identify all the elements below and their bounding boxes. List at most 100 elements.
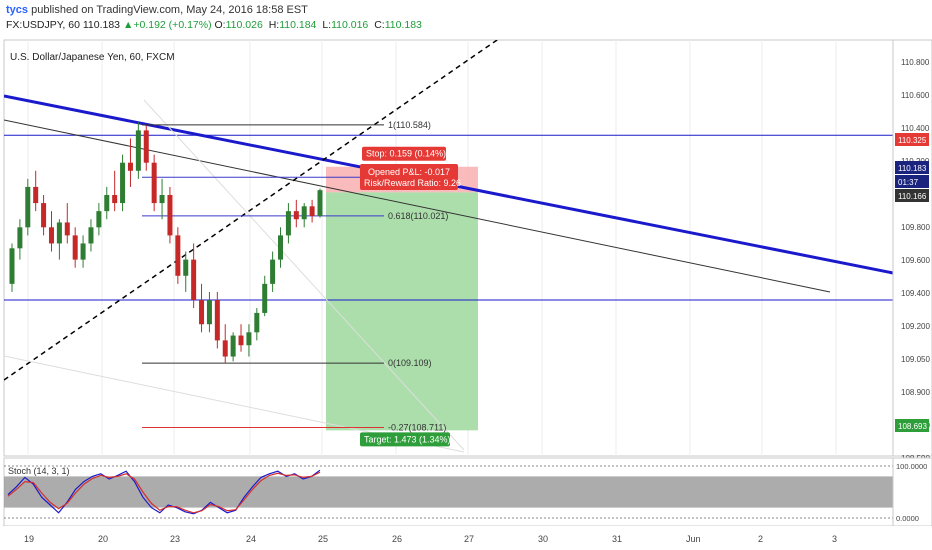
- price-badge-bg: [895, 161, 929, 174]
- candle-body: [301, 206, 307, 220]
- symbol-label[interactable]: FX:USDJPY, 60: [6, 19, 80, 31]
- y-tick-label: 109.200: [901, 322, 930, 331]
- y-tick-label: 109.400: [901, 289, 930, 298]
- x-tick-label: 19: [24, 534, 34, 544]
- candle-body: [230, 335, 236, 357]
- position-zones: [326, 166, 478, 431]
- stoch-label: Stoch (14, 3, 1): [8, 466, 70, 476]
- x-tick-label: 2: [758, 534, 763, 544]
- low-value: 110.016: [331, 19, 369, 31]
- dashed-channel-line: [4, 40, 499, 381]
- candle-body: [254, 312, 260, 333]
- candle-body: [246, 332, 252, 346]
- high-label: H:: [268, 19, 280, 31]
- ohlc-line: FX:USDJPY, 60 110.183 ▲+0.192 (+0.17%) O…: [6, 19, 425, 31]
- chart-title: U.S. Dollar/Japanese Yen, 60, FXCM: [10, 52, 175, 63]
- stoch-tick-label: 0.0000: [896, 514, 919, 523]
- candle-body: [72, 235, 78, 260]
- candle-body: [127, 162, 133, 171]
- candle-body: [191, 259, 197, 300]
- price-badge-text: 110.325: [898, 136, 927, 145]
- candle-body: [293, 211, 299, 220]
- stop-badge-text: Stop: 0.159 (0.14%): [366, 149, 446, 159]
- candle-body: [96, 211, 102, 228]
- candle-body: [64, 222, 70, 236]
- fib-level-label: 0.618(110.021): [388, 211, 448, 221]
- candles-layer: [9, 122, 323, 363]
- price-badge-bg: [895, 419, 929, 432]
- candle-body: [206, 300, 212, 325]
- stop-badge-bg: [362, 146, 446, 161]
- rr-text: Risk/Reward Ratio: 9.26: [364, 178, 461, 188]
- candle-body: [48, 227, 54, 244]
- stoch-tick-label: 100.0000: [896, 462, 927, 471]
- candle-body: [135, 130, 141, 171]
- candle-body: [33, 186, 39, 204]
- price-badge-text: 110.183: [898, 164, 927, 173]
- candle-body: [214, 300, 220, 341]
- candle-body: [112, 195, 118, 204]
- close-label: C:: [374, 19, 385, 31]
- labels-layer: 1(110.584)0.78(110.260)0.618(110.021)0(1…: [360, 120, 461, 447]
- pnl-text: Opened P&L: -0.017: [368, 167, 450, 177]
- fib-level-label: -0.27(108.711): [388, 422, 446, 432]
- candle-body: [183, 259, 189, 276]
- x-tick-label: 20: [98, 534, 108, 544]
- x-tick-label: 23: [170, 534, 180, 544]
- y-tick-label: 110.600: [901, 91, 930, 100]
- price-badge-bg: [895, 175, 929, 188]
- y-tick-label: 109.800: [901, 223, 930, 232]
- candle-body: [159, 195, 165, 204]
- time-axis[interactable]: 19 20 23 24 25 26 27 30 31 Jun 2 3: [4, 526, 932, 550]
- candle-body: [317, 190, 323, 216]
- main-plot-area[interactable]: 1(110.584)0.78(110.260)0.618(110.021)0(1…: [3, 38, 894, 457]
- author-link[interactable]: tycs: [6, 4, 29, 16]
- x-tick-label: 24: [246, 534, 256, 544]
- reward-zone: [326, 192, 478, 431]
- candle-body: [120, 162, 126, 204]
- low-label: L:: [322, 19, 332, 31]
- target-badge-bg: [360, 432, 450, 447]
- open-label: O:: [214, 19, 226, 31]
- candle-body: [270, 259, 276, 284]
- target-badge: Target: 1.473 (1.34%): [360, 432, 451, 447]
- candle-body: [104, 195, 110, 212]
- secondary-trend-line: [4, 119, 831, 293]
- y-tick-label: 109.050: [901, 355, 930, 364]
- publish-line: tycs published on TradingView.com, May 2…: [6, 4, 308, 16]
- fib-diagonal: [143, 99, 465, 451]
- stoch-axis: 100.0000 0.0000: [892, 457, 932, 527]
- candle-body: [262, 283, 268, 313]
- publish-info: published on TradingView.com, May 24, 20…: [31, 4, 308, 16]
- candle-body: [167, 195, 173, 236]
- x-tick-label: 30: [538, 534, 548, 544]
- y-tick-label: 110.800: [901, 58, 930, 67]
- price-badge-bg: [895, 189, 929, 202]
- candle-body: [285, 211, 291, 236]
- price-chart[interactable]: 1(110.584)0.78(110.260)0.618(110.021)0(1…: [0, 36, 932, 550]
- x-tick-label: Jun: [686, 534, 701, 544]
- candle-body: [25, 186, 31, 228]
- stop-badge: Stop: 0.159 (0.14%): [362, 146, 446, 161]
- fib-level-label: 1(110.584): [388, 120, 431, 130]
- y-tick-label: 108.900: [901, 388, 930, 397]
- candle-body: [80, 243, 86, 260]
- x-tick-label: 26: [392, 534, 402, 544]
- candle-body: [309, 206, 315, 216]
- up-arrow-icon: ▲: [122, 19, 134, 31]
- pnl-badge-bg: [360, 164, 458, 190]
- price-badge-bg: [895, 133, 929, 146]
- chart-header: tycs published on TradingView.com, May 2…: [0, 0, 932, 36]
- candle-body: [199, 300, 205, 325]
- y-tick-label: 110.400: [901, 124, 930, 133]
- price-axis[interactable]: 110.800110.600110.400110.200110.000109.8…: [892, 39, 932, 463]
- candle-body: [88, 227, 94, 244]
- last-price: 110.183: [82, 19, 121, 31]
- y-tick-label: 109.600: [901, 256, 930, 265]
- candle-body: [9, 248, 15, 284]
- x-tick-label: 3: [832, 534, 837, 544]
- stoch-pane[interactable]: Stoch (14, 3, 1): [3, 457, 894, 527]
- x-tick-label: 25: [318, 534, 328, 544]
- x-tick-label: 31: [612, 534, 622, 544]
- price-badge-text: 01:37: [898, 178, 919, 187]
